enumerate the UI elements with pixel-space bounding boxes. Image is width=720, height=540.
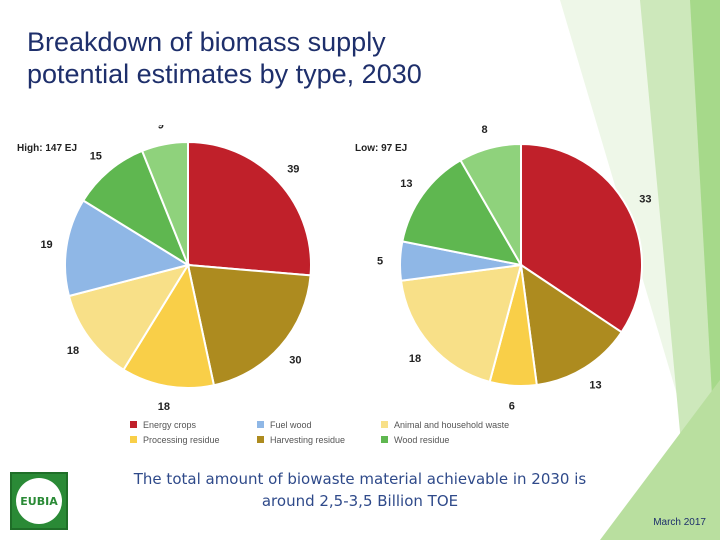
footer-date: March 2017 <box>653 517 706 528</box>
legend-item-processing-residue: Processing residue <box>130 435 220 445</box>
pie-low-title: Low: 97 EJ <box>355 143 407 154</box>
slice-value-label: 13 <box>589 380 601 392</box>
pie-high-title: High: 147 EJ <box>17 143 77 154</box>
caption-line-1: The total amount of biowaste material ac… <box>133 470 587 488</box>
pie-slice <box>64 199 191 298</box>
legend-swatch <box>130 436 137 443</box>
legend-label: Wood residue <box>394 435 449 445</box>
pie-slice <box>67 263 191 372</box>
legend-swatch <box>381 421 388 428</box>
pie-slice <box>122 262 216 389</box>
legend-label: Harvesting residue <box>270 435 345 445</box>
slice-value-label: 39 <box>287 163 299 175</box>
slice-value-label: 5 <box>377 255 383 267</box>
legend-item-fuel-wood: Fuel wood <box>257 420 312 430</box>
slice-value-label: 9 <box>158 125 164 132</box>
pie-slice <box>519 262 623 387</box>
chart-legend: Energy crops Fuel wood Animal and househ… <box>130 420 509 445</box>
pie-slice <box>459 142 522 269</box>
slice-value-label: 6 <box>509 401 515 413</box>
pie-slice <box>187 140 312 277</box>
slice-value-label: 8 <box>481 125 487 136</box>
slide-caption: The total amount of biowaste material ac… <box>60 468 660 512</box>
pie-slice <box>81 149 191 268</box>
legend-item-wood-residue: Wood residue <box>381 435 449 445</box>
legend-label: Energy crops <box>143 420 197 430</box>
legend-item-harvesting-residue: Harvesting residue <box>257 435 345 445</box>
logo-text: EUBIA <box>20 494 58 508</box>
slice-value-label: 13 <box>400 178 412 190</box>
slice-value-label: 18 <box>67 345 79 357</box>
legend-item-animal-household-waste: Animal and household waste <box>381 420 509 430</box>
slice-value-label: 15 <box>90 151 102 163</box>
legend-label: Processing residue <box>143 435 220 445</box>
logo-circle: EUBIA <box>16 478 62 524</box>
pie-slice <box>186 263 312 387</box>
slice-value-label: 30 <box>289 354 301 366</box>
legend-swatch <box>381 436 388 443</box>
legend-swatch <box>130 421 137 428</box>
slice-value-label: 19 <box>40 239 52 251</box>
caption-line-2: around 2,5-3,5 Billion TOE <box>261 492 459 510</box>
legend-item-energy-crops: Energy crops <box>130 420 197 430</box>
title-line-1: Breakdown of biomass supply <box>27 27 386 57</box>
pie-charts: High: 147 EJ 39 30 18 18 19 15 9 Low: 97 EJ 33… <box>17 125 651 445</box>
eubia-logo: EUBIA <box>10 472 68 530</box>
title-line-2: potential estimates by type, 2030 <box>27 59 422 89</box>
pie-slice <box>399 263 523 384</box>
slide-title: Breakdown of biomass supply potential es… <box>27 26 567 90</box>
slice-value-label: 33 <box>639 194 651 206</box>
pie-low-chart: Low: 97 EJ 33 13 6 18 5 13 8 <box>355 125 651 413</box>
legend-swatch <box>257 421 264 428</box>
deco-corner <box>600 380 720 540</box>
pie-high-chart: High: 147 EJ 39 30 18 18 19 15 9 <box>17 125 312 413</box>
legend-label: Fuel wood <box>270 420 312 430</box>
slice-value-label: 18 <box>158 401 170 413</box>
pie-slice <box>140 140 189 266</box>
pie-slice <box>401 158 523 267</box>
slice-value-label: 18 <box>409 353 421 365</box>
legend-label: Animal and household waste <box>394 420 509 430</box>
legend-swatch <box>257 436 264 443</box>
